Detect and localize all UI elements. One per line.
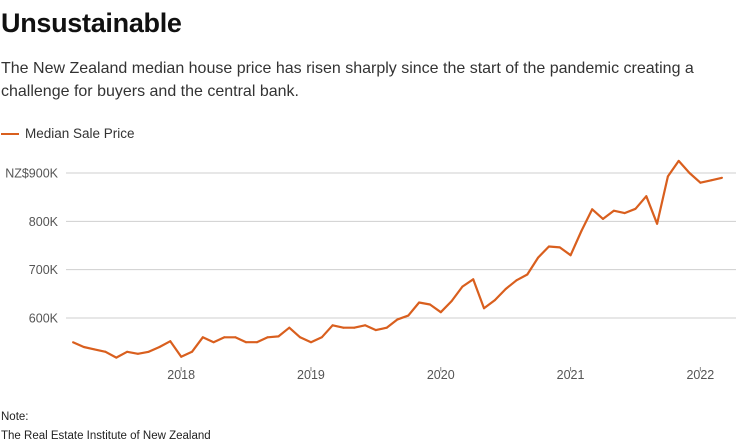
data-point — [547, 245, 550, 248]
data-point — [429, 303, 431, 306]
y-tick-label: NZ$900K — [5, 167, 58, 181]
data-point — [515, 279, 518, 282]
data-point — [677, 159, 680, 162]
data-point — [104, 350, 107, 353]
data-point — [537, 256, 540, 259]
data-point — [266, 336, 269, 339]
data-point — [591, 208, 594, 211]
data-point — [439, 311, 442, 314]
data-point — [612, 209, 615, 212]
x-tick-label: 2021 — [557, 368, 585, 382]
data-point — [158, 346, 161, 348]
data-point — [580, 230, 583, 232]
data-point — [255, 341, 258, 344]
data-point — [472, 278, 475, 281]
legend-swatch — [1, 132, 19, 135]
line-chart: 600K 700K 800K NZ$900K 2018 2019 2020 2021 2022 — [5, 159, 736, 382]
x-tick-label: 2022 — [686, 368, 714, 382]
data-point — [721, 176, 723, 179]
data-point — [82, 346, 85, 348]
data-point — [396, 318, 399, 321]
y-tick-label: 600K — [29, 312, 59, 326]
gridlines — [66, 172, 736, 319]
data-point — [245, 341, 248, 344]
legend: Median Sale Price — [1, 126, 135, 141]
data-point — [461, 285, 464, 288]
data-point — [277, 335, 280, 338]
data-point — [342, 326, 345, 329]
data-point — [569, 254, 572, 257]
data-point — [602, 217, 604, 220]
data-point — [483, 307, 485, 310]
source-text: The Real Estate Institute of New Zealand — [1, 430, 211, 442]
chart-subtitle: The New Zealand median house price has r… — [1, 60, 694, 100]
data-point — [634, 207, 637, 210]
y-tick-label: 800K — [29, 215, 59, 229]
series-layer — [72, 159, 723, 359]
data-point — [688, 172, 691, 174]
data-point — [666, 175, 669, 178]
series-line-median-sale-price — [72, 159, 723, 359]
chart-title: Unsustainable — [1, 8, 182, 38]
data-point — [115, 356, 118, 359]
note-label: Note: — [1, 411, 29, 423]
data-point — [407, 314, 410, 317]
data-point — [234, 336, 237, 339]
data-point — [320, 336, 323, 339]
legend-label: Median Sale Price — [25, 126, 135, 141]
data-point — [212, 341, 215, 344]
data-point — [699, 181, 702, 184]
data-point — [353, 326, 356, 329]
data-point — [645, 195, 648, 198]
data-point — [223, 336, 226, 339]
data-point — [656, 222, 659, 225]
data-point — [374, 329, 377, 332]
data-point — [418, 301, 421, 304]
data-point — [72, 341, 74, 344]
data-point — [493, 299, 496, 302]
data-point — [504, 288, 507, 290]
data-point — [623, 212, 626, 215]
data-point — [180, 355, 183, 358]
data-point — [299, 336, 302, 339]
data-point — [364, 324, 367, 327]
data-point — [310, 341, 312, 344]
data-point — [526, 273, 529, 276]
data-point — [558, 246, 561, 249]
data-point — [201, 336, 204, 339]
data-point — [147, 350, 150, 353]
data-point — [136, 352, 139, 355]
data-point — [288, 326, 291, 329]
y-tick-label: 700K — [29, 263, 59, 277]
x-axis-ticks: 2018 2019 2020 2021 2022 — [167, 367, 714, 382]
data-point — [126, 350, 129, 353]
data-point — [331, 324, 334, 327]
x-tick-label: 2020 — [427, 368, 455, 382]
data-point — [169, 340, 172, 343]
data-point — [385, 326, 388, 329]
data-point — [710, 179, 713, 182]
data-point — [191, 350, 193, 353]
note: Note: The Real Estate Institute of New Z… — [1, 408, 211, 446]
x-tick-label: 2019 — [297, 368, 325, 382]
x-tick-label: 2018 — [167, 368, 195, 382]
data-point — [450, 300, 453, 303]
y-axis-ticks: 600K 700K 800K NZ$900K — [5, 167, 58, 326]
data-point — [93, 348, 96, 351]
